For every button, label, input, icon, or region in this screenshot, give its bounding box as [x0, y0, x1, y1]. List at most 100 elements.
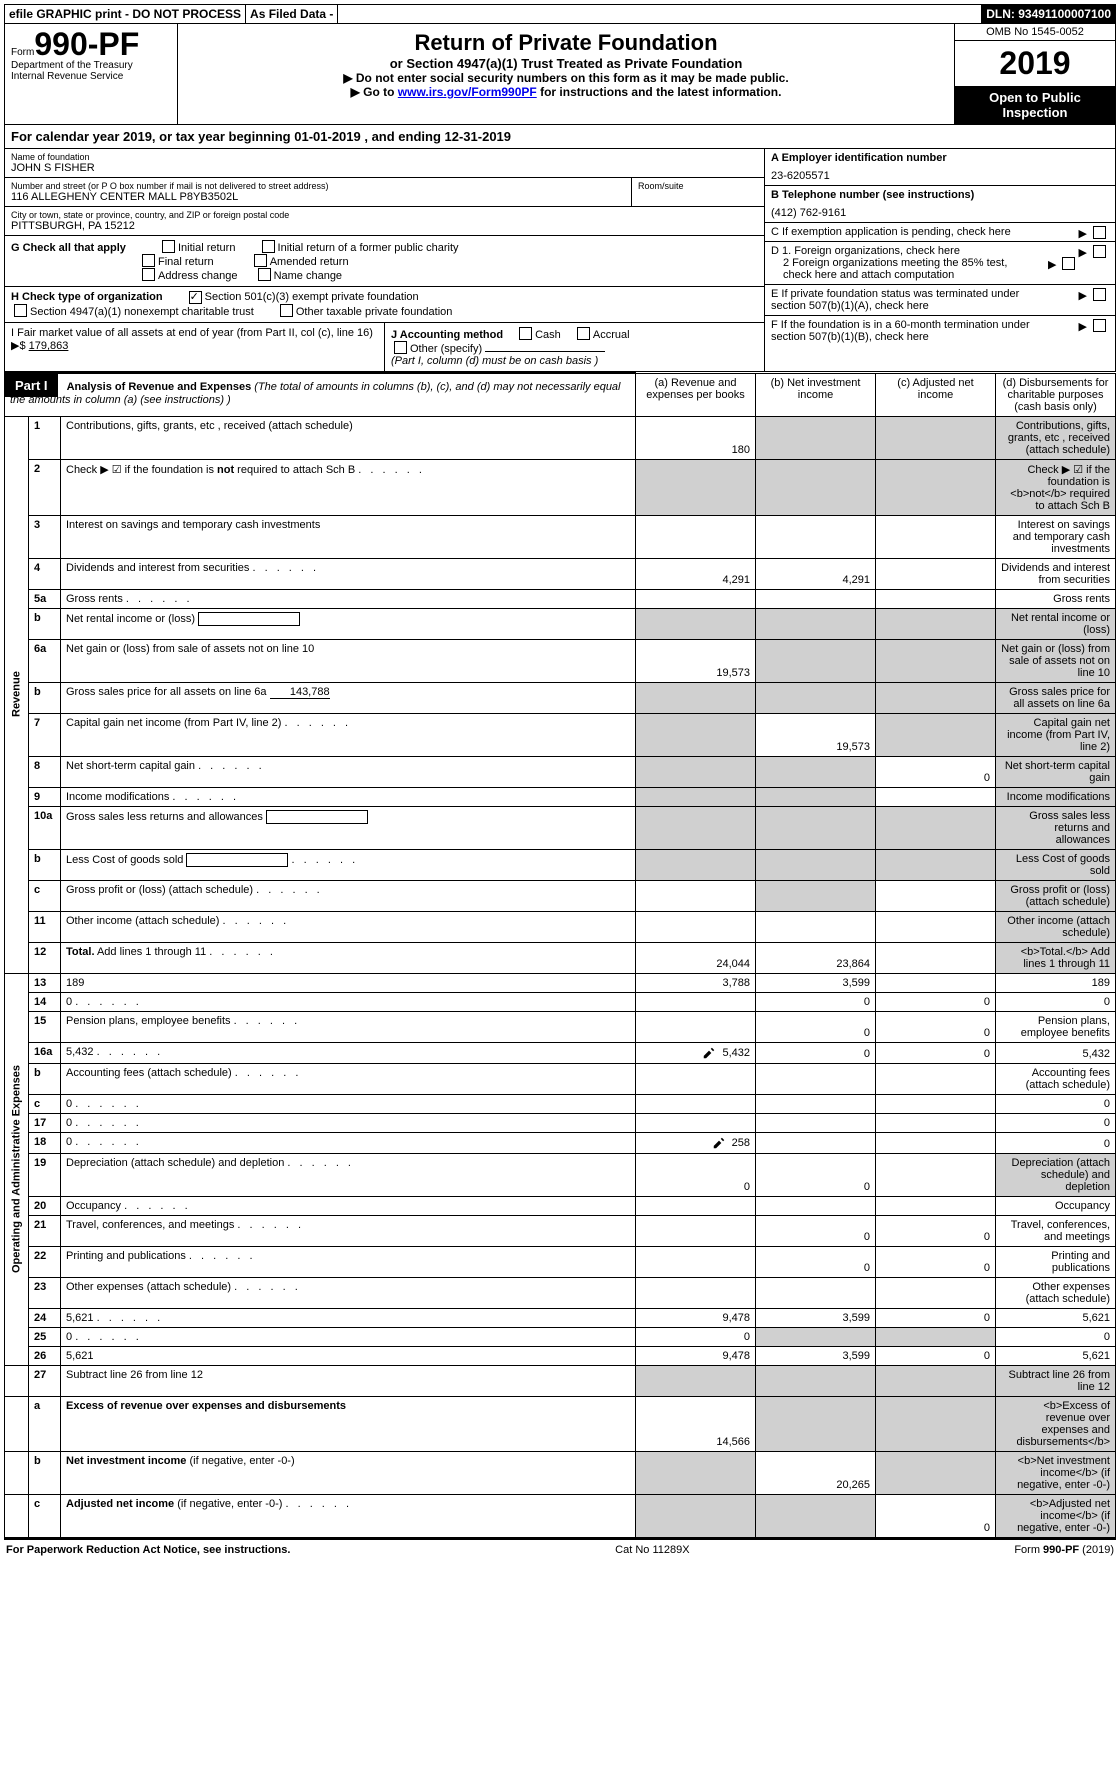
cell-b	[756, 1277, 876, 1308]
col-d: (d) Disbursements for charitable purpose…	[996, 373, 1116, 416]
cell-c	[876, 416, 996, 459]
footer-mid: Cat No 11289X	[615, 1544, 689, 1556]
cell-d: Net short-term capital gain	[996, 756, 1116, 787]
sum-spacer	[5, 1396, 29, 1451]
cell-a	[636, 1011, 756, 1042]
table-row: 7Capital gain net income (from Part IV, …	[5, 713, 1116, 756]
cell-b	[756, 416, 876, 459]
line-desc: 5,621 . . . . . .	[61, 1308, 636, 1327]
sum-spacer	[5, 1365, 29, 1396]
j-other: Other (specify)	[410, 343, 482, 355]
cell-d: Other income (attach schedule)	[996, 911, 1116, 942]
cell-d: 5,621	[996, 1308, 1116, 1327]
cell-b: 0	[756, 1215, 876, 1246]
cb-e[interactable]	[1093, 288, 1106, 301]
line-desc: Less Cost of goods sold . . . . . .	[61, 849, 636, 880]
line-desc: Contributions, gifts, grants, etc , rece…	[61, 416, 636, 459]
cell-b	[756, 787, 876, 806]
cell-d: Gross sales less returns and allowances	[996, 806, 1116, 849]
cell-c	[876, 880, 996, 911]
table-row: 5aGross rents . . . . . .Gross rents	[5, 589, 1116, 608]
cb-d1[interactable]	[1093, 245, 1106, 258]
cell-a	[636, 515, 756, 558]
line-no: 14	[29, 992, 61, 1011]
line-desc: Net investment income (if negative, ente…	[61, 1451, 636, 1494]
cell-d: <b>Net investment income</b> (if negativ…	[996, 1451, 1116, 1494]
cal-pre: For calendar year 2019, or tax year begi…	[11, 129, 294, 144]
line-desc: Other expenses (attach schedule) . . . .…	[61, 1277, 636, 1308]
cell-a	[636, 787, 756, 806]
line-no: 8	[29, 756, 61, 787]
table-row: 12Total. Add lines 1 through 11 . . . . …	[5, 942, 1116, 973]
cell-c	[876, 682, 996, 713]
line-no: 22	[29, 1246, 61, 1277]
cell-d: <b>Excess of revenue over expenses and d…	[996, 1396, 1116, 1451]
cb-amended[interactable]	[254, 254, 267, 267]
table-row: bNet investment income (if negative, ent…	[5, 1451, 1116, 1494]
cell-d: Pension plans, employee benefits	[996, 1011, 1116, 1042]
cell-a	[636, 608, 756, 639]
line-no: 7	[29, 713, 61, 756]
line-no: 25	[29, 1327, 61, 1346]
line-desc: Excess of revenue over expenses and disb…	[61, 1396, 636, 1451]
city: PITTSBURGH, PA 15212	[11, 220, 758, 232]
table-row: 140 . . . . . .000	[5, 992, 1116, 1011]
dln: DLN: 93491100007100	[982, 5, 1115, 23]
irs: Internal Revenue Service	[11, 71, 171, 82]
table-row: 250 . . . . . .00	[5, 1327, 1116, 1346]
cb-c[interactable]	[1093, 226, 1106, 239]
cb-cash[interactable]	[519, 327, 532, 340]
cell-b: 0	[756, 992, 876, 1011]
line-no: 5a	[29, 589, 61, 608]
cb-4947[interactable]	[14, 304, 27, 317]
cell-a	[636, 1196, 756, 1215]
cell-a: 24,044	[636, 942, 756, 973]
form-subtitle: or Section 4947(a)(1) Trust Treated as P…	[184, 56, 948, 71]
cell-c	[876, 1451, 996, 1494]
cell-b: 4,291	[756, 558, 876, 589]
cb-initial-former[interactable]	[262, 240, 275, 253]
warn2-post: for instructions and the latest informat…	[537, 85, 782, 99]
cell-c	[876, 1113, 996, 1132]
j-note: (Part I, column (d) must be on cash basi…	[391, 355, 598, 367]
cb-addrchg[interactable]	[142, 268, 155, 281]
cell-c: 0	[876, 1246, 996, 1277]
i-val: 179,863	[29, 340, 69, 352]
cb-d2[interactable]	[1062, 257, 1075, 270]
table-row: 23Other expenses (attach schedule) . . .…	[5, 1277, 1116, 1308]
line-no: 15	[29, 1011, 61, 1042]
line-desc: Dividends and interest from securities .…	[61, 558, 636, 589]
line-desc: Net gain or (loss) from sale of assets n…	[61, 639, 636, 682]
h2: Section 4947(a)(1) nonexempt charitable …	[30, 306, 254, 318]
cb-f[interactable]	[1093, 319, 1106, 332]
line-desc: Gross rents . . . . . .	[61, 589, 636, 608]
cell-c	[876, 942, 996, 973]
cell-d: 0	[996, 1094, 1116, 1113]
line-desc: Gross profit or (loss) (attach schedule)…	[61, 880, 636, 911]
j0: Cash	[535, 329, 561, 341]
cell-c	[876, 639, 996, 682]
cell-d: Travel, conferences, and meetings	[996, 1215, 1116, 1246]
line-no: b	[29, 1063, 61, 1094]
cell-d: 5,621	[996, 1346, 1116, 1365]
cb-501c3[interactable]	[189, 291, 202, 304]
cb-other[interactable]	[394, 341, 407, 354]
line-desc: Check ▶ ☑ if the foundation is not requi…	[61, 459, 636, 515]
cb-initial[interactable]	[162, 240, 175, 253]
form-number: 990-PF	[34, 26, 139, 62]
line-no: b	[29, 849, 61, 880]
cb-accrual[interactable]	[577, 327, 590, 340]
g4: Address change	[158, 270, 238, 282]
cell-c: 0	[876, 1346, 996, 1365]
cell-d: Check ▶ ☑ if the foundation is <b>not</b…	[996, 459, 1116, 515]
table-row: 10aGross sales less returns and allowanc…	[5, 806, 1116, 849]
irs-link[interactable]: www.irs.gov/Form990PF	[398, 85, 537, 99]
cell-b: 23,864	[756, 942, 876, 973]
line-desc: 0 . . . . . .	[61, 992, 636, 1011]
cb-final[interactable]	[142, 254, 155, 267]
cb-namechg[interactable]	[258, 268, 271, 281]
cell-a: 9,478	[636, 1346, 756, 1365]
cb-other-tax[interactable]	[280, 304, 293, 317]
addr-lbl: Number and street (or P O box number if …	[11, 181, 625, 191]
room-lbl: Room/suite	[638, 181, 758, 191]
